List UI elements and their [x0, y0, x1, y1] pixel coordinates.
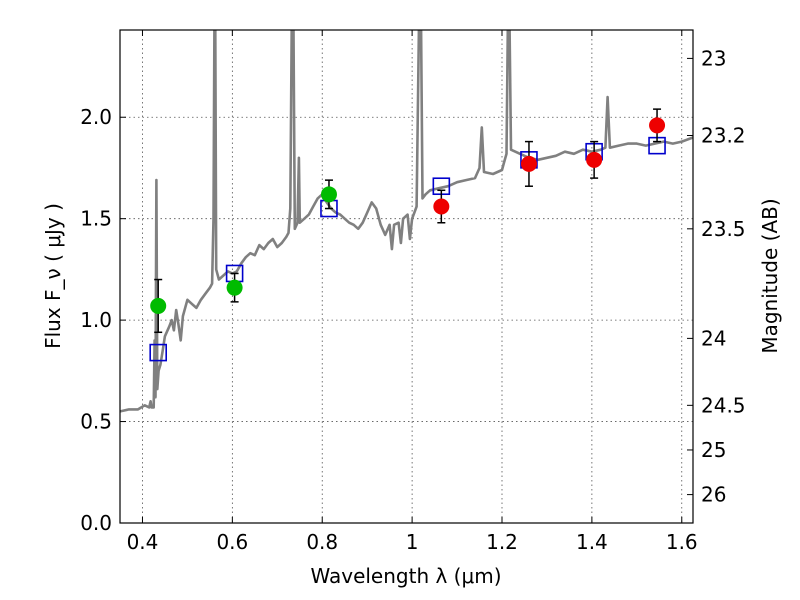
template-spectrum-line	[120, 30, 693, 413]
y-tick-label: 1.0	[80, 308, 112, 332]
observed-flux-point	[320, 186, 337, 203]
plot-frame	[119, 29, 694, 524]
x-axis-label: Wavelength λ (μm)	[310, 564, 501, 588]
observed-flux-point	[226, 279, 243, 296]
plot-data	[120, 30, 693, 413]
observed-flux-point	[150, 297, 167, 314]
x-tick-label: 0.4	[127, 530, 159, 554]
right-tick-label: 26	[701, 483, 726, 507]
x-tick-label: 0.6	[216, 530, 248, 554]
right-tick-label: 25	[701, 438, 726, 462]
x-tick-label: 1.2	[486, 530, 518, 554]
observed-flux-point	[433, 198, 450, 215]
y-tick-label: 0.5	[80, 410, 112, 434]
model-flux-square	[149, 343, 167, 362]
axes: 0.4 0.6 0.8 1 1.2 1.4 1.6 0.0 0.5 1.0 1.5 2.0 23 23.2…	[80, 30, 746, 554]
y-tick-label: 2.0	[80, 105, 112, 129]
right-tick-label: 23.2	[701, 123, 746, 147]
right-axis-label: Magnitude (AB)	[758, 198, 782, 353]
right-tick-label: 23	[701, 46, 726, 70]
right-tick-label: 24	[701, 326, 726, 350]
observed-flux-point	[586, 151, 603, 168]
y-tick-label: 0.0	[80, 511, 112, 535]
x-tick-label: 1.6	[666, 530, 698, 554]
observed-flux-point	[649, 117, 666, 134]
x-tick-label: 0.8	[306, 530, 338, 554]
right-tick-label: 23.5	[701, 217, 746, 241]
x-tick-label: 1	[406, 530, 419, 554]
right-tick-label: 24.5	[701, 393, 746, 417]
y-axis-label: Flux F_ν ( μJy )	[41, 203, 65, 349]
x-tick-label: 1.4	[576, 530, 608, 554]
observed-flux-point	[520, 155, 537, 172]
y-tick-label: 1.5	[80, 207, 112, 231]
